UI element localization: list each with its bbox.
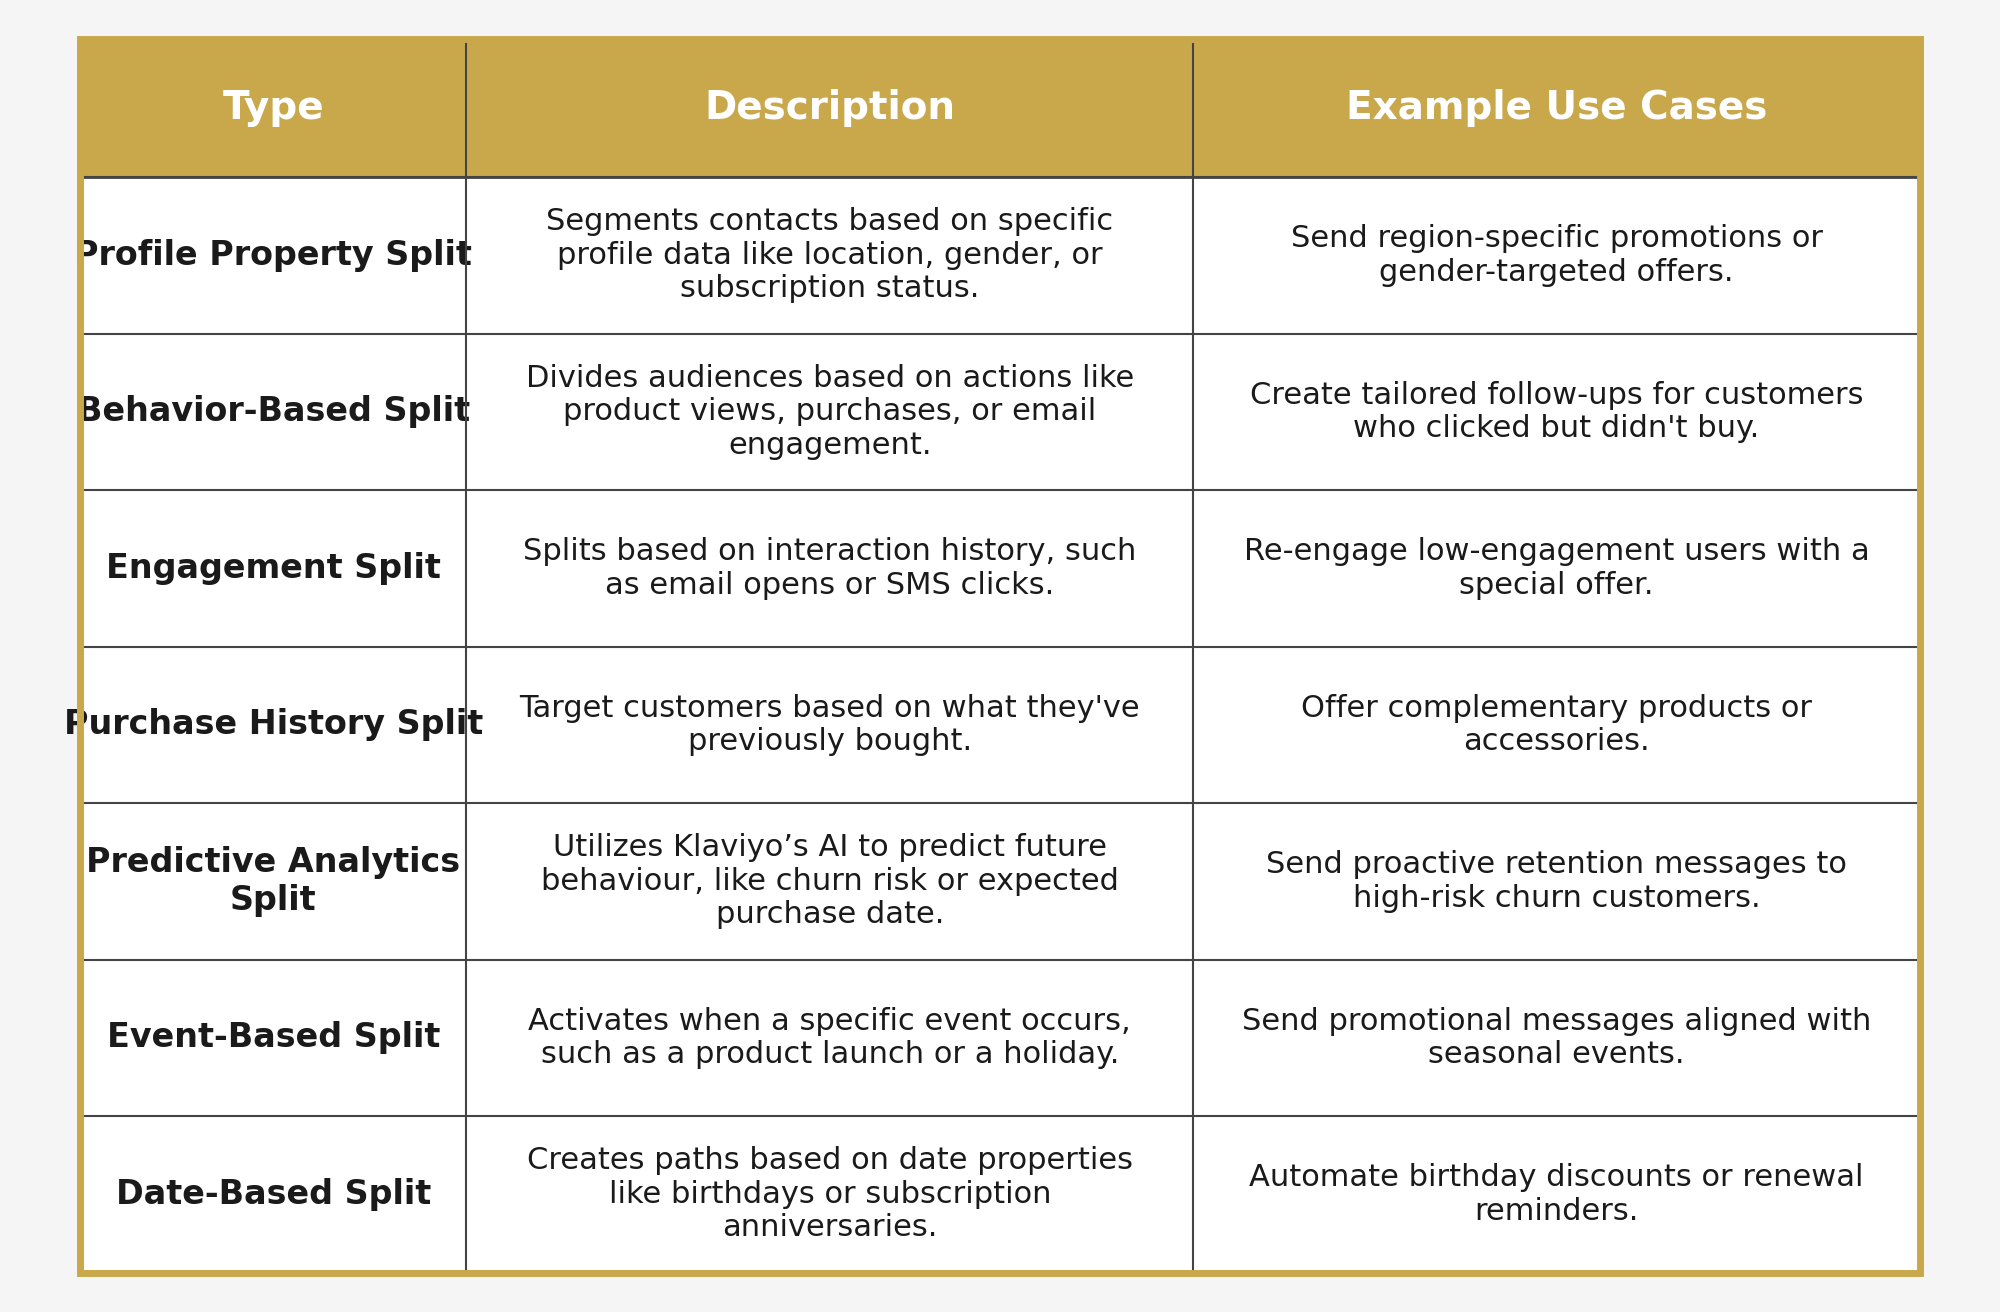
- Text: Send region-specific promotions or
gender-targeted offers.: Send region-specific promotions or gende…: [1290, 224, 1822, 286]
- Text: Target customers based on what they've
previously bought.: Target customers based on what they've p…: [520, 694, 1140, 756]
- Bar: [80, 959, 1920, 1117]
- Text: Purchase History Split: Purchase History Split: [64, 708, 482, 741]
- Text: Engagement Split: Engagement Split: [106, 552, 440, 585]
- Text: Activates when a specific event occurs,
such as a product launch or a holiday.: Activates when a specific event occurs, …: [528, 1006, 1132, 1069]
- Bar: [80, 491, 1920, 647]
- Text: Splits based on interaction history, such
as email opens or SMS clicks.: Splits based on interaction history, suc…: [524, 537, 1136, 600]
- Text: Utilizes Klaviyo’s AI to predict future
behaviour, like churn risk or expected
p: Utilizes Klaviyo’s AI to predict future …: [540, 833, 1118, 929]
- Bar: [80, 333, 1920, 491]
- Text: Predictive Analytics
Split: Predictive Analytics Split: [86, 846, 460, 917]
- Text: Type: Type: [222, 89, 324, 127]
- Bar: [80, 177, 1920, 333]
- Text: Segments contacts based on specific
profile data like location, gender, or
subsc: Segments contacts based on specific prof…: [546, 207, 1114, 303]
- Bar: [80, 1117, 1920, 1273]
- Text: Description: Description: [704, 89, 956, 127]
- Text: Re-engage low-engagement users with a
special offer.: Re-engage low-engagement users with a sp…: [1244, 537, 1870, 600]
- Text: Example Use Cases: Example Use Cases: [1346, 89, 1768, 127]
- Text: Date-Based Split: Date-Based Split: [116, 1178, 430, 1211]
- Text: Send promotional messages aligned with
seasonal events.: Send promotional messages aligned with s…: [1242, 1006, 1872, 1069]
- Bar: [80, 647, 1920, 803]
- Text: Creates paths based on date properties
like birthdays or subscription
anniversar: Creates paths based on date properties l…: [526, 1147, 1132, 1242]
- Text: Profile Property Split: Profile Property Split: [74, 239, 472, 272]
- Text: Automate birthday discounts or renewal
reminders.: Automate birthday discounts or renewal r…: [1250, 1164, 1864, 1225]
- Text: Event-Based Split: Event-Based Split: [106, 1021, 440, 1055]
- Text: Behavior-Based Split: Behavior-Based Split: [76, 395, 470, 429]
- Text: Send proactive retention messages to
high-risk churn customers.: Send proactive retention messages to hig…: [1266, 850, 1848, 913]
- Text: Offer complementary products or
accessories.: Offer complementary products or accessor…: [1302, 694, 1812, 756]
- Bar: [80, 39, 1920, 177]
- Bar: [80, 803, 1920, 959]
- Text: Divides audiences based on actions like
product views, purchases, or email
engag: Divides audiences based on actions like …: [526, 363, 1134, 461]
- Text: Create tailored follow-ups for customers
who clicked but didn't buy.: Create tailored follow-ups for customers…: [1250, 380, 1864, 443]
